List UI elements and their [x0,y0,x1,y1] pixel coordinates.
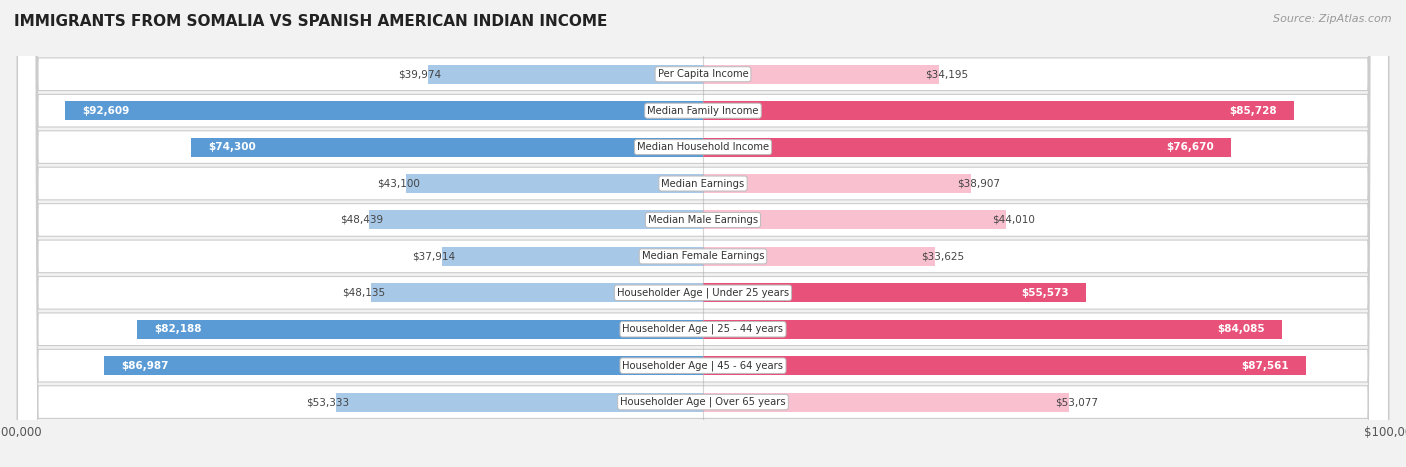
Text: Source: ZipAtlas.com: Source: ZipAtlas.com [1274,14,1392,24]
Text: Householder Age | Under 25 years: Householder Age | Under 25 years [617,288,789,298]
Bar [191,138,703,156]
FancyBboxPatch shape [17,0,1389,467]
Bar [65,101,703,120]
Bar [703,174,972,193]
Text: Median Female Earnings: Median Female Earnings [641,251,765,262]
Bar [406,174,703,193]
Text: $37,914: $37,914 [412,251,456,262]
Bar [703,138,1232,156]
Bar [104,356,703,375]
FancyBboxPatch shape [17,0,1389,467]
Text: $48,135: $48,135 [342,288,385,298]
Text: Householder Age | 45 - 64 years: Householder Age | 45 - 64 years [623,361,783,371]
Text: $53,333: $53,333 [307,397,349,407]
Text: $84,085: $84,085 [1218,324,1265,334]
FancyBboxPatch shape [17,0,1389,467]
Bar [703,356,1306,375]
Bar [703,101,1294,120]
Bar [703,211,1007,229]
Text: $76,670: $76,670 [1166,142,1213,152]
Text: Median Male Earnings: Median Male Earnings [648,215,758,225]
Bar [427,65,703,84]
FancyBboxPatch shape [17,0,1389,467]
Text: $86,987: $86,987 [121,361,169,371]
Text: Median Family Income: Median Family Income [647,106,759,116]
Text: $34,195: $34,195 [925,69,967,79]
FancyBboxPatch shape [17,0,1389,467]
Text: $87,561: $87,561 [1241,361,1289,371]
Text: IMMIGRANTS FROM SOMALIA VS SPANISH AMERICAN INDIAN INCOME: IMMIGRANTS FROM SOMALIA VS SPANISH AMERI… [14,14,607,29]
Bar [336,393,703,411]
Text: $39,974: $39,974 [398,69,441,79]
Text: $55,573: $55,573 [1021,288,1069,298]
Text: $44,010: $44,010 [993,215,1035,225]
Text: $48,439: $48,439 [340,215,382,225]
Text: Median Earnings: Median Earnings [661,178,745,189]
Bar [370,211,703,229]
Bar [703,247,935,266]
Bar [703,320,1282,339]
FancyBboxPatch shape [17,0,1389,467]
Bar [703,393,1069,411]
Text: Householder Age | 25 - 44 years: Householder Age | 25 - 44 years [623,324,783,334]
Bar [703,283,1085,302]
Bar [371,283,703,302]
FancyBboxPatch shape [17,0,1389,467]
Text: $38,907: $38,907 [957,178,1000,189]
Bar [441,247,703,266]
Text: $85,728: $85,728 [1229,106,1277,116]
Bar [136,320,703,339]
Text: $33,625: $33,625 [921,251,965,262]
Text: $43,100: $43,100 [377,178,420,189]
Text: Per Capita Income: Per Capita Income [658,69,748,79]
Text: $53,077: $53,077 [1054,397,1098,407]
Text: Householder Age | Over 65 years: Householder Age | Over 65 years [620,397,786,407]
FancyBboxPatch shape [17,0,1389,467]
Text: $74,300: $74,300 [208,142,256,152]
FancyBboxPatch shape [17,0,1389,467]
Text: $82,188: $82,188 [155,324,201,334]
Text: $92,609: $92,609 [82,106,129,116]
FancyBboxPatch shape [17,0,1389,467]
Bar [703,65,939,84]
Text: Median Household Income: Median Household Income [637,142,769,152]
